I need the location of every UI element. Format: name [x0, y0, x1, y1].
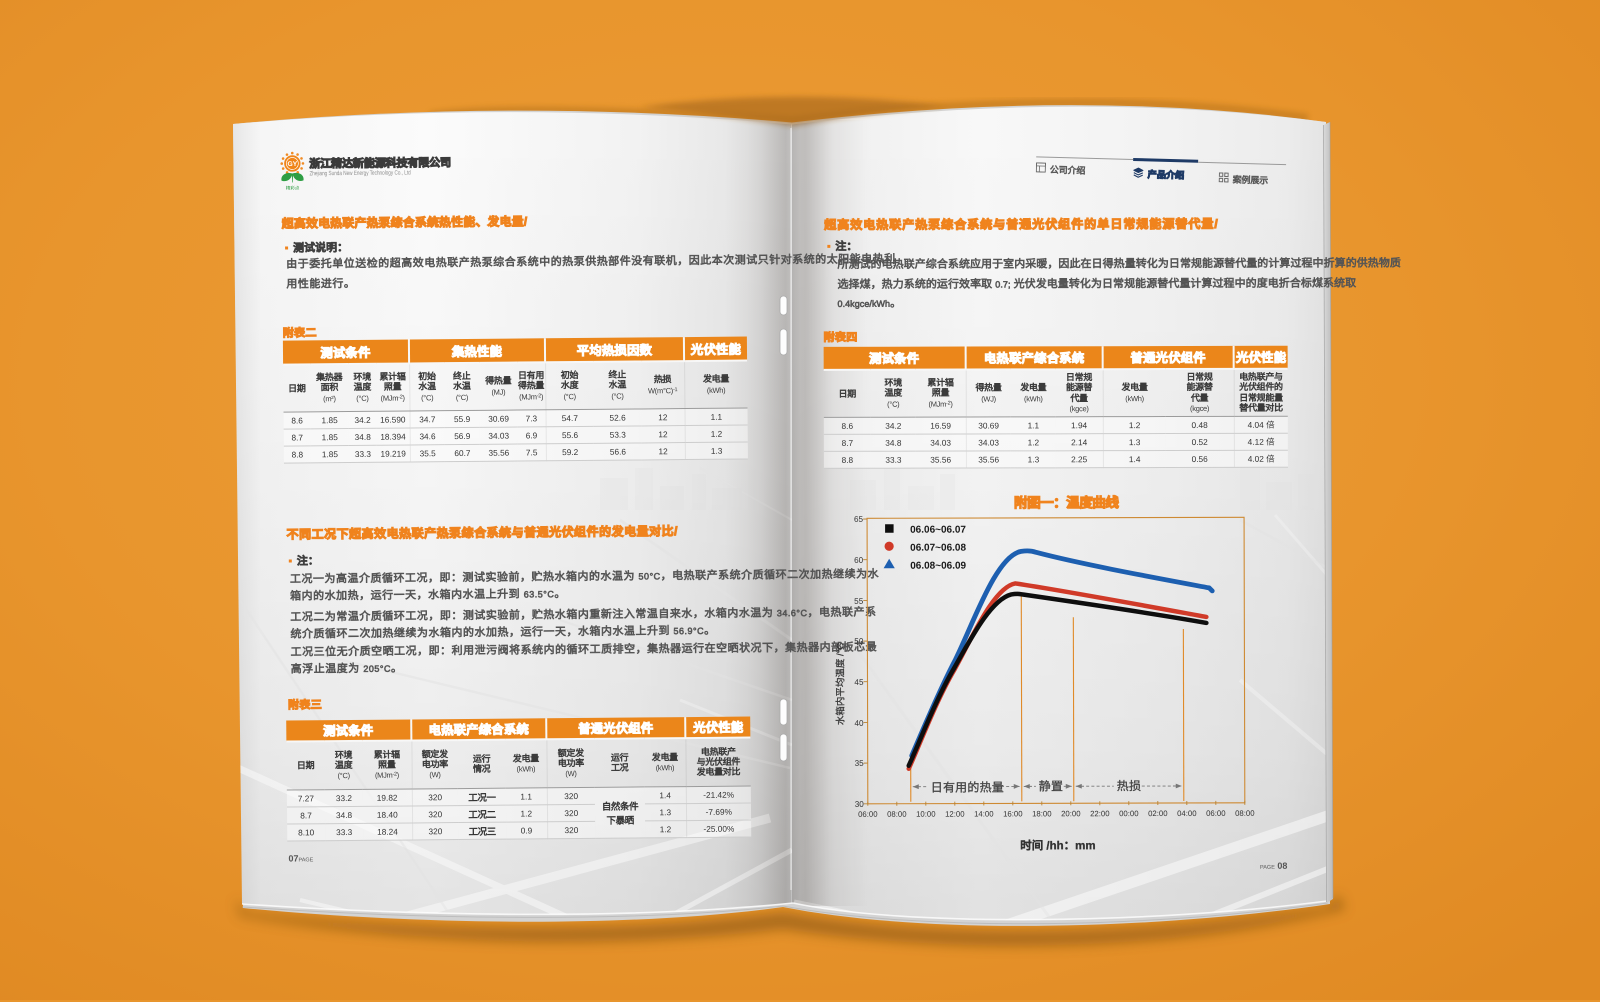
svg-text:静置: 静置 [1039, 779, 1063, 793]
svg-text:60: 60 [854, 556, 864, 565]
svg-text:22:00: 22:00 [1090, 809, 1110, 818]
svg-text:日有用的热量: 日有用的热量 [931, 779, 1004, 794]
svg-text:14:00: 14:00 [974, 809, 994, 818]
svg-text:20:00: 20:00 [1061, 809, 1081, 818]
svg-text:18:00: 18:00 [1032, 809, 1052, 818]
svg-text:06.06~06.07: 06.06~06.07 [910, 525, 966, 536]
svg-text:12:00: 12:00 [945, 810, 965, 819]
svg-text:08:00: 08:00 [887, 810, 907, 819]
svg-text:水箱内平均温度 /°C: 水箱内平均温度 /°C [834, 643, 846, 726]
svg-text:65: 65 [854, 515, 864, 524]
svg-text:04:00: 04:00 [1177, 809, 1197, 818]
svg-text:06.07~06.08: 06.07~06.08 [910, 543, 966, 554]
svg-text:06.08~06.09: 06.08~06.09 [910, 561, 966, 572]
svg-text:30: 30 [855, 800, 865, 809]
svg-text:06:00: 06:00 [1206, 809, 1226, 818]
svg-text:06:00: 06:00 [858, 810, 878, 819]
svg-text:16:00: 16:00 [1003, 809, 1023, 818]
svg-text:时间 /hh：mm: 时间 /hh：mm [1020, 838, 1095, 852]
svg-text:00:00: 00:00 [1119, 809, 1139, 818]
svg-text:45: 45 [854, 678, 864, 687]
svg-text:10:00: 10:00 [916, 810, 936, 819]
svg-text:50: 50 [854, 637, 864, 646]
svg-text:08:00: 08:00 [1235, 809, 1255, 818]
svg-text:热损: 热损 [1117, 779, 1141, 793]
svg-text:02:00: 02:00 [1148, 809, 1168, 818]
svg-text:55: 55 [854, 597, 864, 606]
svg-text:40: 40 [854, 719, 864, 728]
svg-text:35: 35 [855, 759, 865, 768]
